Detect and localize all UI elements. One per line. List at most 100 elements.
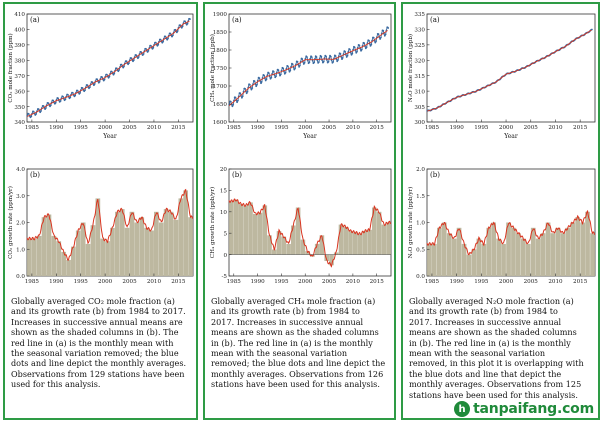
monthly-average-dot — [270, 76, 273, 79]
x-tick-label: 2005 — [524, 279, 539, 285]
monthly-average-dot — [132, 59, 135, 61]
monthly-average-dot — [344, 50, 346, 53]
x-tick-label: 2010 — [147, 279, 162, 285]
annual-increase-column — [80, 222, 86, 276]
monthly-average-dot — [118, 69, 120, 71]
mole-fraction-chart: 300 305 310 315 320 325 330 335 1985 1990 1995 2000… — [407, 12, 596, 140]
y-tick-label: 360 — [14, 89, 25, 95]
annual-increase-column — [451, 238, 457, 276]
monthly-average-dot — [59, 100, 62, 102]
monthly-average-dot — [98, 80, 101, 83]
annual-increase-column — [66, 259, 71, 276]
annual-increase-column — [27, 238, 32, 276]
annual-increase-column — [257, 212, 263, 255]
monthly-average-dot — [184, 20, 187, 23]
annual-increase-column — [105, 241, 110, 276]
monthly-average-dot — [150, 44, 152, 47]
y-tick-label: 335 — [414, 12, 425, 18]
monthly-average-dot — [81, 87, 84, 89]
x-tick-label: 2005 — [322, 279, 337, 285]
monthly-average-dot — [310, 56, 313, 58]
annual-increase-column — [56, 241, 62, 276]
monthly-average-dot — [255, 85, 258, 88]
monthly-average-dot — [294, 67, 296, 70]
monthly-average-dot — [384, 33, 387, 36]
monthly-average-dot — [387, 26, 389, 29]
annual-increase-column — [262, 205, 268, 255]
monthly-average-dot — [284, 71, 287, 74]
monthly-average-dot — [282, 67, 285, 70]
annual-increase-column — [248, 202, 253, 255]
annual-increase-column — [521, 238, 526, 276]
monthly-average-dot — [296, 60, 299, 63]
monthly-average-dot — [336, 60, 339, 63]
x-tick-label: 2000 — [298, 279, 313, 285]
panel-label: (a) — [430, 16, 440, 24]
monthly-average-dot — [370, 43, 373, 46]
y-tick-label: 310 — [414, 89, 425, 95]
monthly-average-dot — [299, 64, 301, 67]
monthly-average-dot — [57, 97, 59, 100]
watermark-logo: h — [454, 401, 471, 417]
y-tick-label: 0.0 — [416, 274, 425, 280]
monthly-average-dot — [27, 113, 30, 115]
monthly-average-dot — [380, 36, 382, 39]
annual-increase-column — [372, 207, 377, 255]
annual-increase-column — [535, 238, 541, 276]
annual-increase-column — [427, 243, 432, 276]
annual-increase-column — [168, 211, 174, 276]
monthly-average-dot — [93, 83, 96, 85]
x-tick-label: 1990 — [450, 279, 465, 285]
monthly-average-dot — [52, 99, 55, 102]
annual-increase-column — [110, 227, 115, 276]
annual-increase-column — [119, 209, 125, 276]
ch4-charts: 1600 1650 1700 1750 1800 1850 1900 1985 1990 1995… — [209, 12, 392, 285]
annual-increase-column — [590, 233, 595, 276]
annual-increase-column — [272, 249, 277, 255]
y-tick-label: -5 — [222, 274, 228, 280]
n2o-charts: 300 305 310 315 320 325 330 335 1985 1990 1995 2000… — [407, 12, 596, 285]
annual-increase-column — [252, 213, 258, 255]
monthly-average-dot — [260, 81, 263, 83]
monthly-average-dot — [303, 61, 306, 64]
y-axis-label: CO₂ growth rate (ppm/yr) — [7, 186, 14, 259]
monthly-average-dot — [364, 47, 367, 50]
annual-increase-column — [129, 211, 135, 276]
monthly-average-dot — [383, 34, 386, 37]
monthly-average-dot — [164, 35, 167, 38]
x-tick-label: 1995 — [474, 279, 489, 285]
growth-rate-chart: -5 0 5 10 15 20 1985 1990 1995 2000 2005 2010 2015 (b… — [209, 167, 392, 285]
monthly-average-dot — [159, 38, 162, 41]
monthly-average-dot — [323, 57, 326, 59]
monthly-average-dot — [234, 96, 237, 99]
monthly-average-dot — [377, 33, 380, 36]
y-tick-label: 1.5 — [416, 194, 425, 200]
annual-increase-column — [276, 231, 282, 255]
annual-increase-column — [238, 204, 244, 255]
monthly-average-dot — [318, 61, 320, 63]
y-tick-label: 390 — [14, 43, 25, 49]
monthly-average-dot — [360, 48, 363, 51]
monthly-average-dot — [172, 34, 174, 37]
co2-charts: 340 350 360 370 380 390 400 410 1985 1990 1995 2000… — [7, 12, 194, 285]
monthly-average-dot — [246, 90, 249, 93]
monthly-average-dot — [79, 92, 81, 94]
y-tick-label: 4.0 — [16, 167, 25, 173]
annual-increase-column — [32, 238, 37, 276]
y-tick-label: 1.0 — [416, 221, 425, 227]
x-tick-label: 1995 — [274, 279, 289, 285]
monthly-average-dot — [74, 94, 77, 97]
x-tick-label: 1985 — [25, 279, 40, 285]
annual-increase-column — [570, 222, 576, 276]
monthly-average-dot — [147, 50, 150, 52]
monthly-average-dot — [179, 24, 182, 27]
y-tick-label: 370 — [14, 74, 25, 80]
annual-increase-column — [580, 222, 585, 276]
y-axis-label: CH₄ mole fraction (ppb) — [209, 34, 216, 102]
annual-increase-column — [446, 233, 452, 276]
monthly-average-dot — [306, 56, 308, 58]
annual-increase-column — [314, 243, 320, 255]
monthly-average-dot — [157, 43, 160, 46]
monthly-average-dot — [189, 18, 191, 20]
monthly-average-dot — [302, 63, 305, 65]
